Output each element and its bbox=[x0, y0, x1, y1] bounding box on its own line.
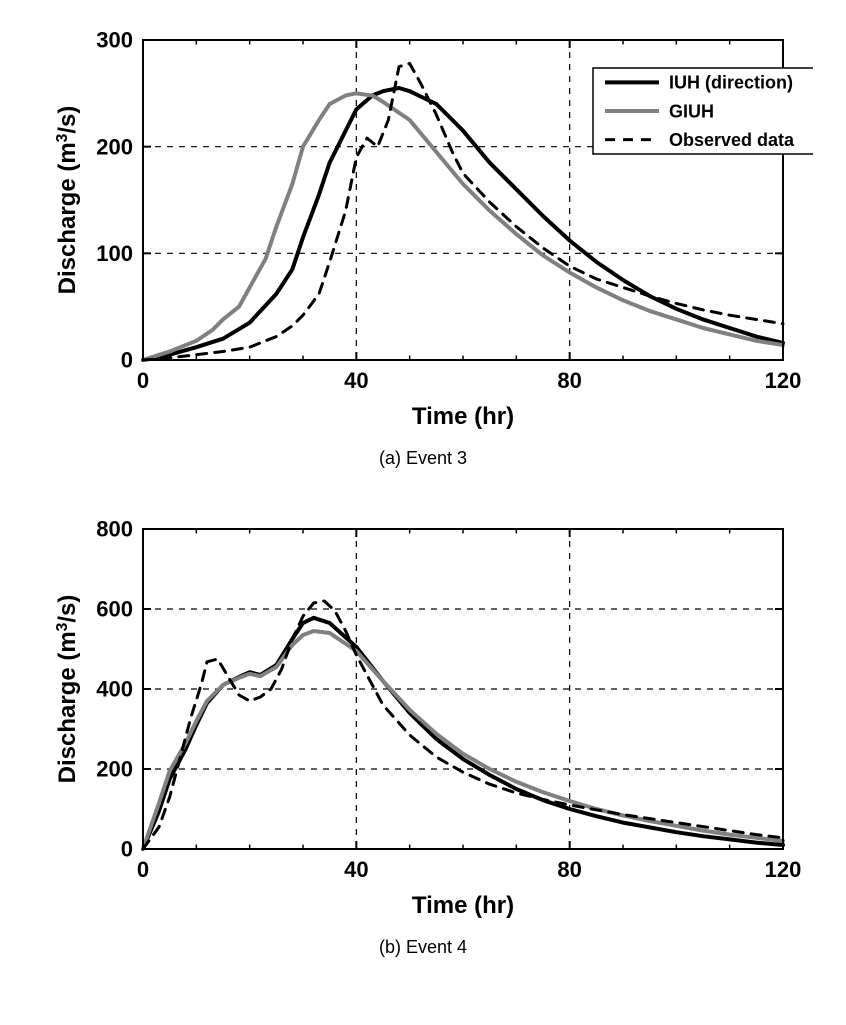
svg-text:40: 40 bbox=[344, 857, 368, 882]
svg-text:800: 800 bbox=[96, 517, 133, 542]
chart-b-caption: (b) Event 4 bbox=[20, 937, 826, 958]
svg-text:200: 200 bbox=[96, 134, 133, 159]
svg-text:Time (hr): Time (hr) bbox=[412, 403, 514, 430]
svg-text:0: 0 bbox=[121, 837, 133, 862]
svg-text:100: 100 bbox=[96, 241, 133, 266]
svg-text:300: 300 bbox=[96, 28, 133, 53]
svg-text:Observed data: Observed data bbox=[669, 130, 795, 150]
chart-a-block: 0 40 80 120 0 100 200 300 Time (hr) Discharge (m3… bbox=[20, 20, 826, 469]
svg-text:0: 0 bbox=[121, 348, 133, 373]
chart-a-caption: (a) Event 3 bbox=[20, 448, 826, 469]
svg-text:0: 0 bbox=[137, 368, 149, 393]
svg-text:40: 40 bbox=[344, 368, 368, 393]
svg-text:120: 120 bbox=[765, 857, 802, 882]
chart-b-svg: 0 40 80 120 0 200 400 600 800 Time (hr) Discharge … bbox=[33, 509, 813, 929]
svg-text:80: 80 bbox=[557, 368, 581, 393]
svg-text:600: 600 bbox=[96, 597, 133, 622]
chart-a-svg: 0 40 80 120 0 100 200 300 Time (hr) Discharge (m3… bbox=[33, 20, 813, 440]
svg-text:80: 80 bbox=[557, 857, 581, 882]
svg-text:IUH (direction): IUH (direction) bbox=[669, 73, 793, 93]
svg-text:200: 200 bbox=[96, 757, 133, 782]
svg-text:GIUH: GIUH bbox=[669, 101, 714, 121]
svg-text:0: 0 bbox=[137, 857, 149, 882]
svg-text:400: 400 bbox=[96, 677, 133, 702]
chart-b-block: 0 40 80 120 0 200 400 600 800 Time (hr) Discharge … bbox=[20, 509, 826, 958]
svg-text:Discharge (m3/s): Discharge (m3/s) bbox=[54, 595, 82, 784]
figure-container: 0 40 80 120 0 100 200 300 Time (hr) Discharge (m3… bbox=[20, 20, 826, 958]
svg-text:Discharge (m3/s): Discharge (m3/s) bbox=[54, 106, 82, 295]
svg-text:120: 120 bbox=[765, 368, 802, 393]
svg-text:Time (hr): Time (hr) bbox=[412, 892, 514, 919]
